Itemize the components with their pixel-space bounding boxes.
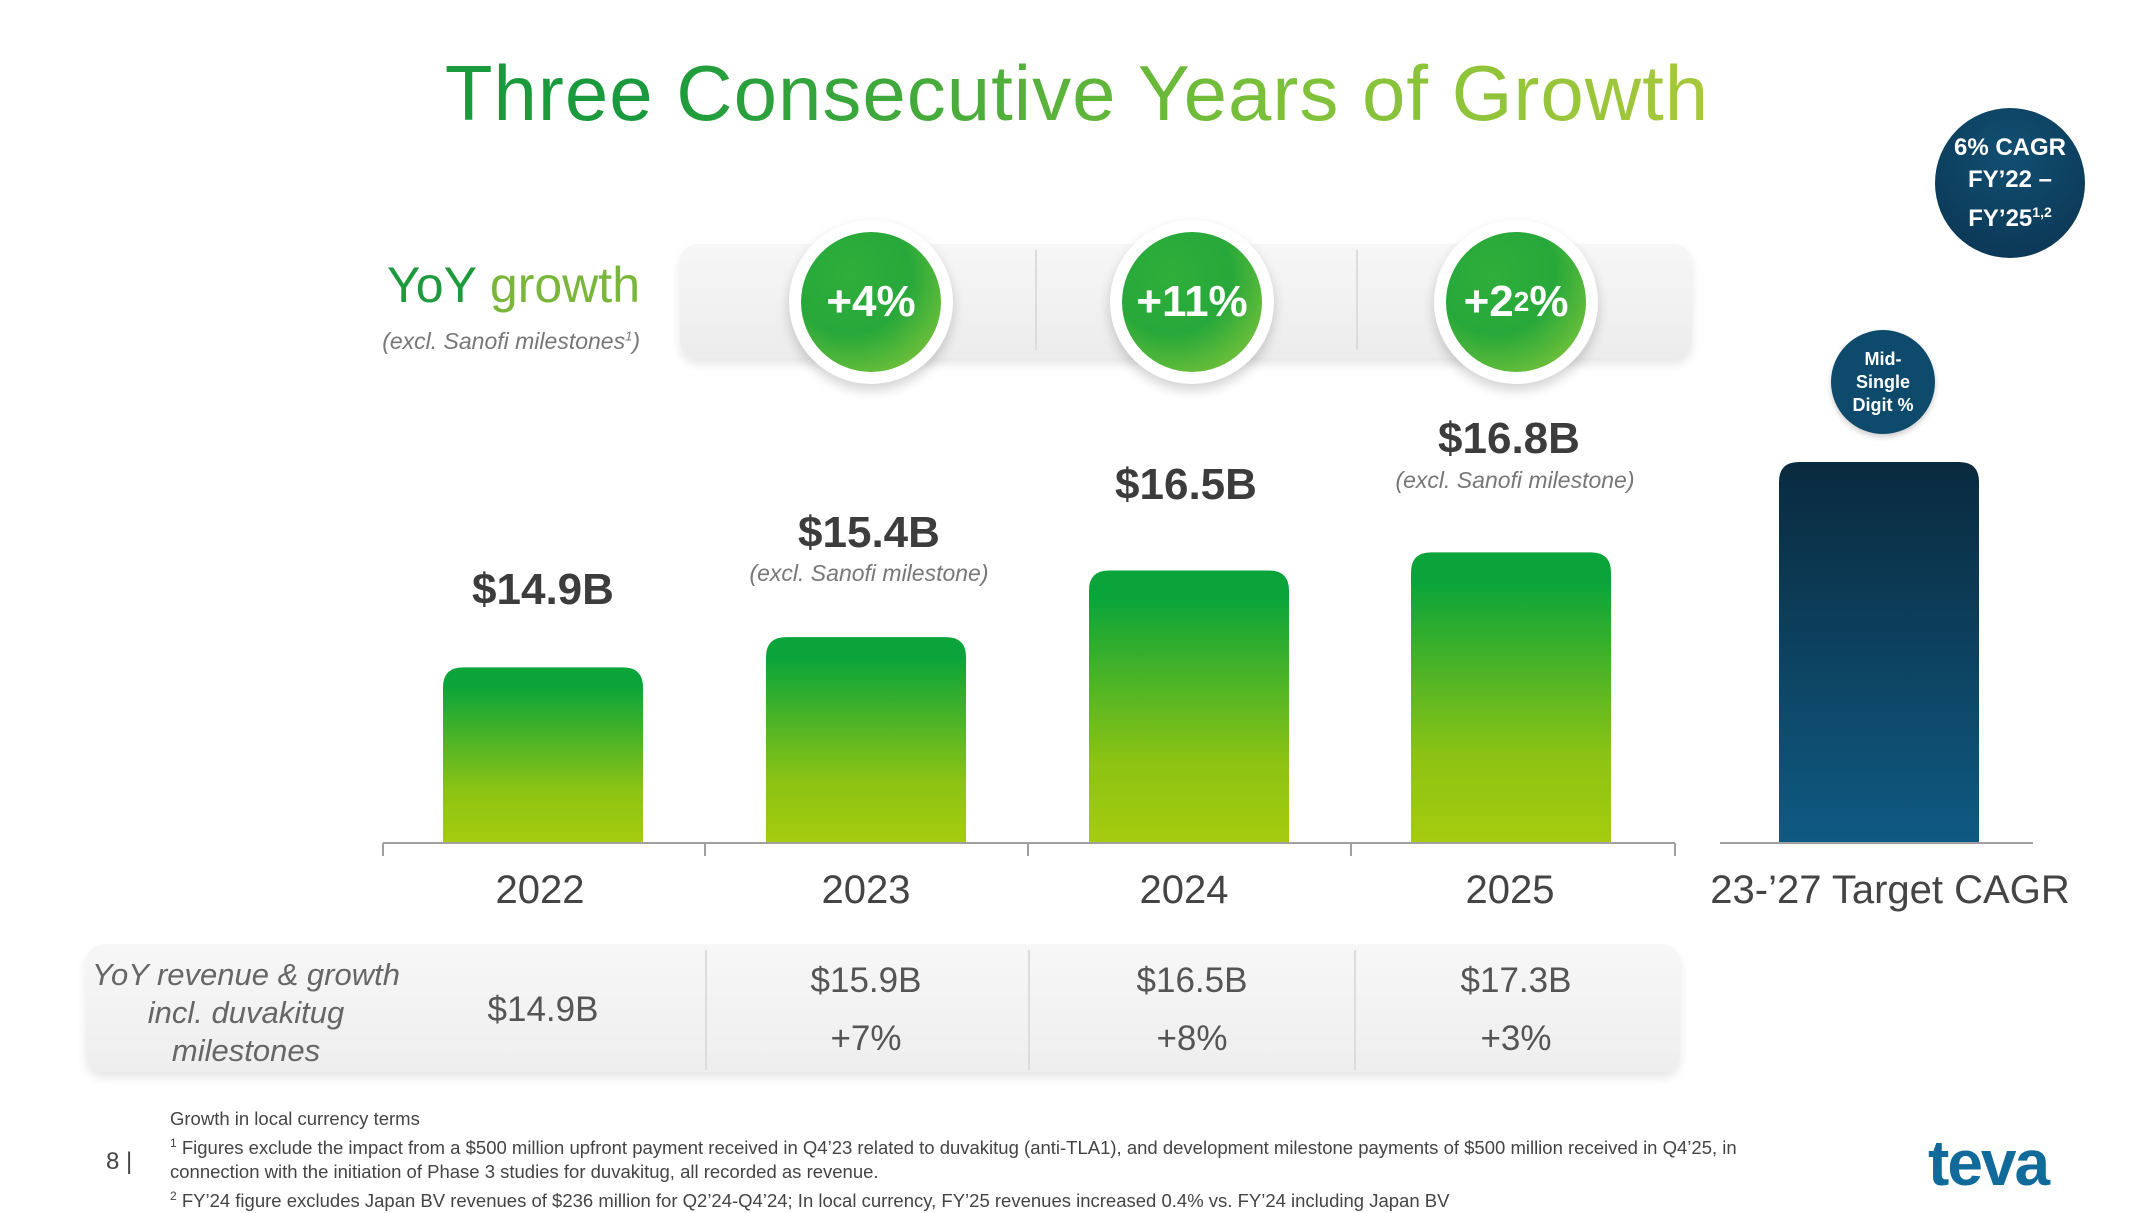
value-label-2023: $15.4B [798, 508, 940, 557]
growth-2025: +3% [1480, 1019, 1552, 1058]
band-divider [1356, 250, 1358, 350]
growth-2023: +7% [830, 1019, 902, 1058]
growth-value-2025: +2 2% [1446, 232, 1586, 372]
growth-value-2023: +4% [801, 232, 941, 372]
revenue-band-title: YoY revenue & growth incl. duvakitug mil… [92, 957, 400, 1068]
x-label-target: 23-’27 Target CAGR [1710, 868, 2070, 912]
value-label-2022: $14.9B [472, 565, 614, 614]
value-note-2025: (excl. Sanofi milestone) [1395, 467, 1635, 493]
revenue-band [86, 944, 1680, 1072]
revenue-2023: $15.9B [810, 961, 922, 1000]
page-title: Three Consecutive Years of Growth [0, 48, 2154, 139]
band-divider [1028, 950, 1030, 1070]
growth-2024: +8% [1156, 1019, 1228, 1058]
growth-badge-2023: +4% [789, 220, 953, 384]
x-label-2024: 2024 [1139, 868, 1229, 912]
growth-badge-2025: +2 2% [1434, 220, 1598, 384]
revenue-2024: $16.5B [1136, 961, 1248, 1000]
cagr-line2: FY’22 – [1967, 165, 2053, 193]
value-label-2025: $16.8B [1438, 414, 1580, 463]
bar-2025 [1411, 552, 1611, 843]
cagr-badge: 6% CAGR FY’22 – FY’251,2 [1935, 108, 2085, 258]
growth-value-2024: +11% [1122, 232, 1262, 372]
cagr-line1: 6% CAGR [1953, 133, 2067, 161]
yoy-growth-sublabel: (excl. Sanofi milestones1) [382, 328, 640, 354]
value-note-2023: (excl. Sanofi milestone) [749, 560, 989, 586]
band-divider [1354, 950, 1356, 1070]
revenue-2025: $17.3B [1460, 961, 1572, 1000]
bar-target-cagr [1779, 462, 1979, 843]
yoy-growth-label: YoY growth [387, 257, 640, 313]
footnotes: Growth in local currency terms 1 Figures… [170, 1107, 1890, 1213]
footnote-1: 1 Figures exclude the impact from a $500… [170, 1136, 1737, 1159]
footnote-0: Growth in local currency terms [170, 1108, 420, 1129]
bar-2024 [1089, 570, 1289, 843]
bar-2022 [443, 667, 643, 843]
band-divider [705, 950, 707, 1070]
teva-logo: teva [1928, 1127, 2050, 1199]
x-label-2025: 2025 [1465, 868, 1555, 912]
footnote-2: 2 FY’24 figure excludes Japan BV revenue… [170, 1189, 1450, 1212]
band-divider [1035, 250, 1037, 350]
page-number: 8 | [106, 1148, 133, 1175]
value-label-2024: $16.5B [1115, 460, 1257, 509]
x-label-2023: 2023 [821, 868, 911, 912]
bar-2023 [766, 637, 966, 843]
footnote-1b: connection with the initiation of Phase … [170, 1161, 879, 1183]
revenue-2022: $14.9B [487, 990, 599, 1029]
target-badge: Mid- Single Digit % [1831, 330, 1935, 434]
x-label-2022: 2022 [495, 868, 585, 912]
cagr-line3: FY’251,2 [1968, 203, 2052, 232]
growth-badge-2024: +11% [1110, 220, 1274, 384]
